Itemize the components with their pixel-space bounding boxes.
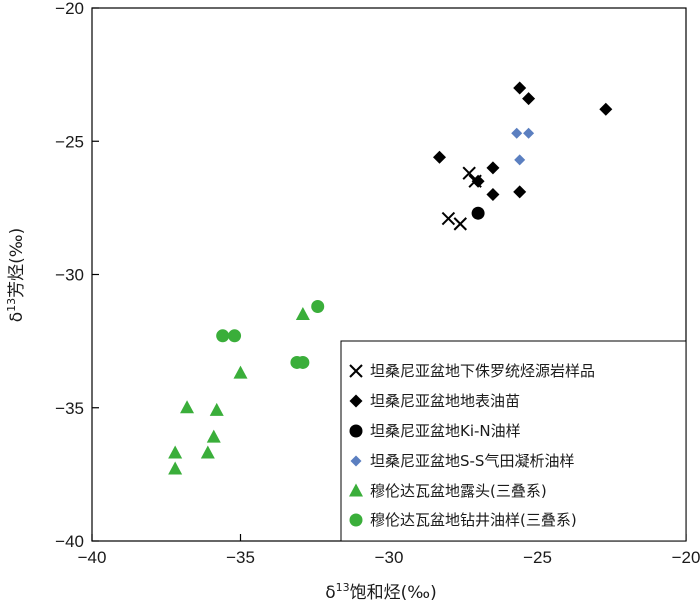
- data-point-series-5: [228, 329, 242, 343]
- x-tick-label: −30: [375, 548, 404, 567]
- data-point-series-4: [295, 306, 310, 320]
- data-point-series-1: [486, 188, 500, 202]
- legend-marker-series-5: [349, 513, 363, 527]
- legend-label-source-rock: 坦桑尼亚盆地下侏罗统烃源岩样品: [370, 362, 595, 380]
- data-point-series-4: [233, 365, 248, 379]
- x-axis-label: δ13饱和烃(‰): [325, 581, 436, 603]
- x-axis-label-text: 饱和烃(‰): [350, 583, 437, 603]
- data-point-series-0: [462, 166, 476, 180]
- legend-label-ss-condensate: 坦桑尼亚盆地S-S气田凝析油样: [370, 452, 574, 470]
- data-points: [168, 81, 613, 475]
- data-point-series-4: [168, 445, 183, 459]
- legend-label-outcrop-triassic: 穆伦达瓦盆地露头(三叠系): [370, 482, 547, 500]
- data-point-series-4: [206, 429, 221, 443]
- data-point-series-1: [432, 150, 446, 164]
- y-axis-label-superscript: 13: [5, 298, 18, 312]
- legend-marker-series-1: [349, 394, 363, 408]
- legend-marker-series-0: [349, 364, 363, 378]
- data-point-series-5: [311, 299, 325, 313]
- data-point-series-0: [441, 211, 456, 226]
- data-point-series-3: [511, 127, 523, 139]
- x-marker-stroke: [453, 217, 467, 231]
- legend-marker-series-3: [350, 455, 362, 467]
- data-point-series-5: [296, 355, 310, 369]
- y-axis-label-prefix: δ: [7, 312, 27, 322]
- x-marker-stroke: [441, 211, 456, 226]
- legend-markers: [349, 364, 363, 527]
- y-axis-label-text: 芳烃(‰): [7, 228, 27, 298]
- data-point-series-3: [523, 127, 535, 139]
- data-point-series-0: [453, 217, 467, 231]
- data-point-series-1: [522, 92, 536, 106]
- x-tick-label: −25: [523, 548, 552, 567]
- data-point-series-5: [216, 329, 230, 343]
- x-marker-stroke: [349, 364, 363, 378]
- y-tick-label: −35: [55, 399, 84, 418]
- x-tick-label: −40: [78, 548, 107, 567]
- data-point-series-1: [486, 161, 500, 175]
- x-tick-label: −35: [226, 548, 255, 567]
- x-axis-label-prefix: δ: [325, 583, 335, 603]
- legend-box: [340, 340, 687, 542]
- data-point-series-1: [513, 81, 527, 95]
- legend-marker-series-2: [349, 424, 363, 438]
- legend-label-well-oil-triassic: 穆伦达瓦盆地钻井油样(三叠系): [370, 511, 577, 529]
- x-tick-label: −20: [672, 548, 700, 567]
- x-marker-stroke: [462, 166, 476, 180]
- x-axis-label-superscript: 13: [336, 581, 350, 594]
- data-point-series-1: [599, 102, 613, 116]
- y-tick-label: −30: [55, 266, 84, 285]
- legend: 坦桑尼亚盆地下侏罗统烃源岩样品 坦桑尼亚盆地地表油苗 坦桑尼亚盆地Ki-N油样 …: [340, 340, 687, 542]
- y-tick-label: −20: [55, 0, 84, 18]
- y-tick-label: −40: [55, 532, 84, 551]
- data-point-series-2: [471, 206, 485, 220]
- legend-marker-series-4: [349, 483, 363, 497]
- data-point-series-1: [471, 174, 485, 188]
- legend-label-ki-n-oil: 坦桑尼亚盆地Ki-N油样: [370, 422, 521, 440]
- data-point-series-4: [180, 400, 195, 414]
- data-point-series-4: [209, 402, 224, 416]
- data-point-series-3: [514, 154, 526, 166]
- legend-label-surface-seep: 坦桑尼亚盆地地表油苗: [370, 392, 520, 410]
- y-tick-label: −25: [55, 132, 84, 151]
- data-point-series-1: [513, 185, 527, 199]
- data-point-series-4: [200, 445, 215, 459]
- y-axis-ticks: −40 −35 −30 −25 −20: [55, 0, 99, 551]
- data-point-series-4: [168, 461, 183, 475]
- y-axis-label: δ13芳烃(‰): [5, 228, 27, 322]
